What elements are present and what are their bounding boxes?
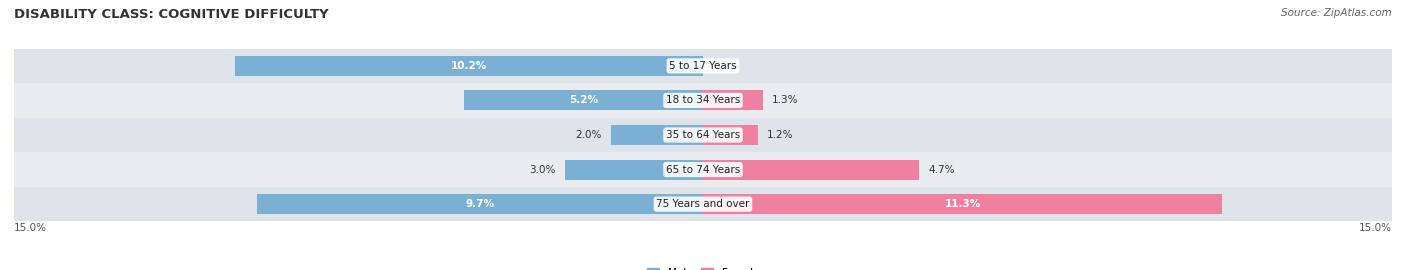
Bar [703,160,920,180]
Text: Source: ZipAtlas.com: Source: ZipAtlas.com [1281,8,1392,18]
Text: 3.0%: 3.0% [530,164,555,175]
Bar [14,49,1392,83]
Bar [14,118,1392,152]
Text: 4.7%: 4.7% [928,164,955,175]
Bar [14,187,1392,221]
Bar [703,90,762,110]
Text: 10.2%: 10.2% [451,61,486,71]
Bar [257,194,703,214]
Bar [612,125,703,145]
Text: 18 to 34 Years: 18 to 34 Years [666,95,740,106]
Text: 35 to 64 Years: 35 to 64 Years [666,130,740,140]
Bar [565,160,703,180]
Text: 11.3%: 11.3% [945,199,980,209]
Bar [14,83,1392,118]
Text: 0.0%: 0.0% [713,61,738,71]
Legend: Male, Female: Male, Female [643,264,763,270]
Bar [464,90,703,110]
Bar [703,125,758,145]
Text: 15.0%: 15.0% [14,223,46,233]
Bar [14,152,1392,187]
Text: 9.7%: 9.7% [465,199,495,209]
Text: 15.0%: 15.0% [1360,223,1392,233]
Text: 5 to 17 Years: 5 to 17 Years [669,61,737,71]
Text: 2.0%: 2.0% [575,130,602,140]
Bar [235,56,703,76]
Text: 75 Years and over: 75 Years and over [657,199,749,209]
Text: 1.2%: 1.2% [768,130,794,140]
Bar [703,194,1222,214]
Text: 65 to 74 Years: 65 to 74 Years [666,164,740,175]
Text: DISABILITY CLASS: COGNITIVE DIFFICULTY: DISABILITY CLASS: COGNITIVE DIFFICULTY [14,8,329,21]
Text: 1.3%: 1.3% [772,95,799,106]
Text: 5.2%: 5.2% [569,95,598,106]
